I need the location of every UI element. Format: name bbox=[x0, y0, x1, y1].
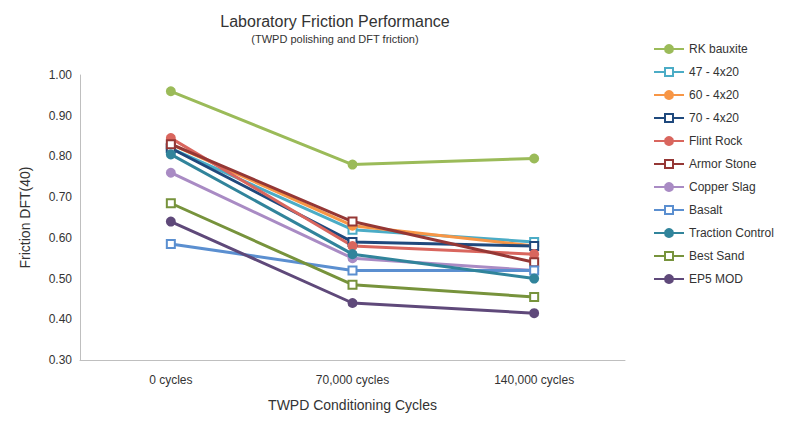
svg-text:47 - 4x20: 47 - 4x20 bbox=[689, 65, 739, 79]
svg-text:Best Sand: Best Sand bbox=[689, 249, 744, 263]
svg-text:140,000 cycles: 140,000 cycles bbox=[494, 373, 574, 387]
svg-text:TWPD Conditioning Cycles: TWPD Conditioning Cycles bbox=[268, 397, 437, 413]
svg-text:0.50: 0.50 bbox=[49, 272, 73, 286]
svg-text:0.90: 0.90 bbox=[49, 109, 73, 123]
svg-text:0.60: 0.60 bbox=[49, 231, 73, 245]
svg-text:0.40: 0.40 bbox=[49, 312, 73, 326]
svg-text:70,000 cycles: 70,000 cycles bbox=[316, 373, 389, 387]
svg-text:Copper Slag: Copper Slag bbox=[689, 180, 756, 194]
svg-text:Basalt: Basalt bbox=[689, 203, 723, 217]
svg-text:RK bauxite: RK bauxite bbox=[689, 42, 748, 56]
svg-text:60 - 4x20: 60 - 4x20 bbox=[689, 88, 739, 102]
svg-text:0.80: 0.80 bbox=[49, 149, 73, 163]
svg-text:70 - 4x20: 70 - 4x20 bbox=[689, 111, 739, 125]
svg-text:0.70: 0.70 bbox=[49, 190, 73, 204]
svg-text:Armor Stone: Armor Stone bbox=[689, 157, 757, 171]
svg-text:0 cycles: 0 cycles bbox=[149, 373, 192, 387]
svg-text:Flint Rock: Flint Rock bbox=[689, 134, 743, 148]
svg-text:Laboratory Friction Performanc: Laboratory Friction Performance bbox=[220, 13, 450, 30]
svg-text:1.00: 1.00 bbox=[49, 68, 73, 82]
svg-text:Traction Control: Traction Control bbox=[689, 226, 774, 240]
svg-text:0.30: 0.30 bbox=[49, 353, 73, 367]
svg-text:(TWPD polishing and DFT fricti: (TWPD polishing and DFT friction) bbox=[251, 33, 418, 45]
svg-text:Friction DFT(40): Friction DFT(40) bbox=[17, 167, 33, 269]
svg-text:EP5 MOD: EP5 MOD bbox=[689, 272, 743, 286]
